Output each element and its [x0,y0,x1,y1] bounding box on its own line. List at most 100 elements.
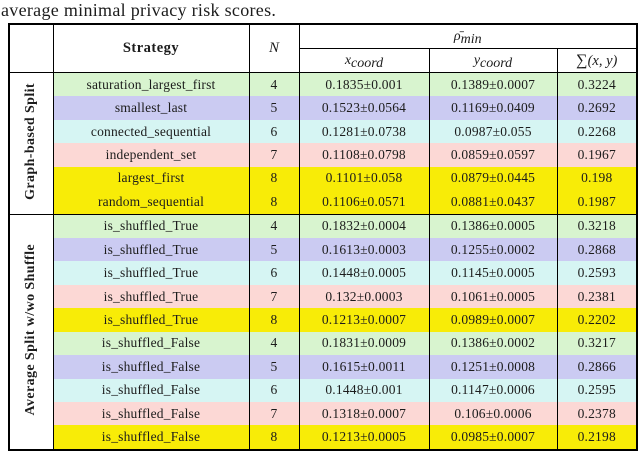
cell-y-coord: 0.1147±0.0006 [428,378,557,402]
group-label-text: Average Split w/wo Shuffle [23,244,39,416]
cell-y-coord: 0.0989±0.0007 [428,308,557,332]
cell-strategy: independent_set [52,143,249,167]
col-header-sum-xy: ∑(x, y) [556,48,637,73]
cell-x-coord: 0.1835±0.001 [298,72,429,97]
cell-sum-xy: 0.3218 [556,213,637,238]
cell-strategy: is_shuffled_False [52,331,249,356]
cell-x-coord: 0.1448±0.0005 [298,261,429,285]
cell-strategy: largest_first [52,166,249,191]
table-row: is_shuffled_True 7 0.132±0.0003 0.1061±0.00… [9,284,637,309]
cell-x-coord: 0.1523±0.0564 [298,96,429,120]
group-label-text: Graph-based Split [23,82,39,200]
script-n-symbol: N [268,40,279,56]
sum-symbol: ∑ [576,51,588,69]
table-header: Strategy N ρ̄min xcoord ycoord ∑(x, y) [8,24,637,73]
cell-x-coord: 0.1108±0.0798 [298,143,429,167]
cell-strategy: is_shuffled_False [52,355,249,379]
col-header-strategy: Strategy [52,24,249,73]
cell-strategy: connected_sequential [52,119,249,144]
cell-y-coord: 0.0985±0.0007 [428,425,557,450]
cell-n: 7 [248,143,299,167]
cell-y-coord: 0.1169±0.0409 [428,96,557,120]
group-label-cell: Average Split w/wo Shuffle [8,213,53,450]
sum-args: (x, y) [587,52,618,69]
cell-sum-xy: 0.2202 [556,308,637,332]
x-symbol: x [344,52,352,68]
y-symbol: y [473,52,481,68]
table-row: is_shuffled_False 7 0.1318±0.0007 0.106±0.0… [9,401,637,426]
cell-x-coord: 0.1613±0.0003 [298,238,429,262]
cell-x-coord: 0.1831±0.0009 [298,331,429,356]
cell-y-coord: 0.1386±0.0002 [428,331,557,356]
cell-n: 6 [248,378,299,402]
cell-sum-xy: 0.2378 [556,401,637,426]
cell-strategy: is_shuffled_True [52,308,249,332]
cell-y-coord: 0.106±0.0006 [428,401,557,426]
cell-n: 5 [248,96,299,120]
cell-y-coord: 0.1251±0.0008 [428,355,557,379]
cell-n: 7 [248,401,299,426]
table-row: is_shuffled_False 8 0.1213±0.0005 0.0985±0.… [9,425,637,450]
y-subscript: coord [480,56,513,72]
cell-n: 8 [248,190,299,215]
col-header-x-coord: xcoord [298,48,429,73]
table-row: smallest_last 5 0.1523±0.0564 0.1169±0.0409… [9,96,637,120]
col-header-rho-min: ρ̄min [298,24,637,49]
cell-sum-xy: 0.2692 [556,96,637,120]
cell-sum-xy: 0.2868 [556,238,637,262]
cell-sum-xy: 0.2198 [556,425,637,450]
table-row: connected_sequential 6 0.1281±0.0738 0.0987… [9,119,637,144]
table-row: random_sequential 8 0.1106±0.0571 0.0881±0.… [9,190,637,215]
rho-subscript: min [460,32,482,48]
cell-n: 8 [248,308,299,332]
table-row: is_shuffled_False 4 0.1831±0.0009 0.1386±0.… [9,331,637,356]
cell-n: 8 [248,166,299,191]
cell-sum-xy: 0.2381 [556,284,637,309]
rho-bar-symbol: ρ̄ [453,28,461,44]
cell-y-coord: 0.1255±0.0002 [428,238,557,262]
cell-n: 6 [248,261,299,285]
table-row: is_shuffled_True 5 0.1613±0.0003 0.1255±0.0… [9,238,637,262]
col-header-n: N [248,24,299,73]
cell-x-coord: 0.1213±0.0005 [298,425,429,450]
cell-n: 4 [248,213,299,238]
cell-strategy: is_shuffled_True [52,213,249,238]
cell-sum-xy: 0.1987 [556,190,637,215]
cell-sum-xy: 0.198 [556,166,637,191]
group-label-cell: Graph-based Split [8,72,53,215]
cell-n: 4 [248,331,299,356]
table-caption: average minimal privacy risk scores. [1,0,277,20]
cell-n: 8 [248,425,299,450]
table-row: largest_first 8 0.1101±0.058 0.0879±0.0445 0… [9,166,637,191]
cell-sum-xy: 0.2268 [556,119,637,144]
cell-y-coord: 0.1389±0.0007 [428,72,557,97]
cell-y-coord: 0.0987±0.055 [428,119,557,144]
cell-sum-xy: 0.3217 [556,331,637,356]
table-row: is_shuffled_False 5 0.1615±0.0011 0.1251±0.… [9,355,637,379]
cell-strategy: is_shuffled_False [52,425,249,450]
cell-n: 5 [248,238,299,262]
cell-y-coord: 0.1061±0.0005 [428,284,557,309]
cell-strategy: smallest_last [52,96,249,120]
cell-x-coord: 0.1832±0.0004 [298,213,429,238]
table-row: Average Split w/wo Shuffle is_shuffled_Tr… [8,213,637,450]
x-subscript: coord [351,56,384,72]
cell-strategy: is_shuffled_True [52,284,249,309]
cell-y-coord: 0.1386±0.0005 [428,213,557,238]
cell-y-coord: 0.1145±0.0005 [428,261,557,285]
cell-sum-xy: 0.2595 [556,378,637,402]
cell-y-coord: 0.0859±0.0597 [428,143,557,167]
cell-x-coord: 0.132±0.0003 [298,284,429,309]
privacy-risk-table: Strategy N ρ̄min xcoord ycoord ∑(x, y) G… [8,23,638,451]
cell-x-coord: 0.1101±0.058 [298,166,429,191]
cell-strategy: saturation_largest_first [52,72,249,97]
cell-strategy: is_shuffled_False [52,378,249,402]
cell-sum-xy: 0.3224 [556,72,637,97]
corner-cell [8,24,53,73]
table-row: is_shuffled_True 8 0.1213±0.0007 0.0989±0.0… [9,308,637,332]
cell-n: 6 [248,119,299,144]
cell-n: 4 [248,72,299,97]
table-row: independent_set 7 0.1108±0.0798 0.0859±0.05… [9,143,637,167]
cell-sum-xy: 0.2866 [556,355,637,379]
cell-x-coord: 0.1281±0.0738 [298,119,429,144]
